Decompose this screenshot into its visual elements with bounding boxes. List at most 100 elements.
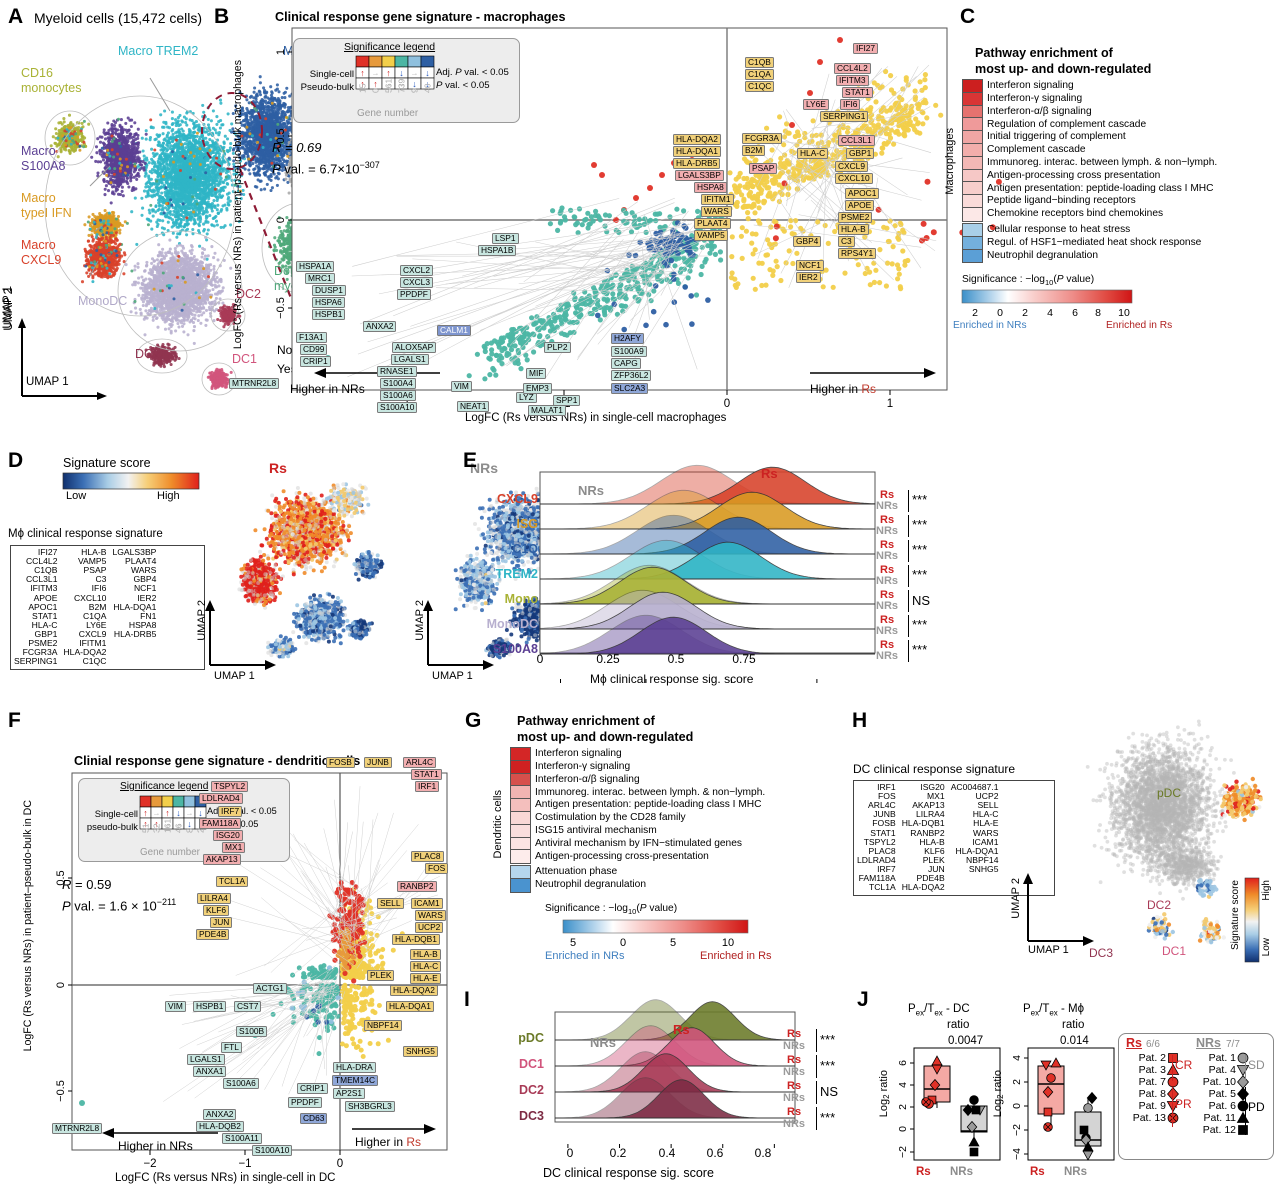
panel-a-letter: A bbox=[8, 6, 23, 28]
pathway-row: Interferon signaling bbox=[962, 79, 1217, 94]
sig-legend-note2-b: P val. < 0.05 bbox=[436, 80, 490, 91]
pathway-row: Neutrophil degranulation bbox=[962, 248, 1201, 264]
gene-cell: APOC1 bbox=[11, 602, 60, 612]
gene-label: NCF1 bbox=[796, 255, 824, 273]
gene-cell: HLA-DQB1 bbox=[899, 819, 948, 828]
gene-row: APOC1 B2M HLA-DQA1 bbox=[11, 602, 159, 612]
gene-label: CCL3L1 bbox=[838, 130, 875, 148]
gene-label: LGALS1 bbox=[187, 1049, 225, 1067]
gene-cell: C1QB bbox=[11, 566, 60, 575]
panel-h-score-title: Signature score bbox=[1230, 880, 1241, 950]
pathway-color-swatch bbox=[510, 877, 531, 893]
pathway-label: Immunoreg. interac. between lymph. & non… bbox=[987, 157, 1217, 169]
panel-f-x-axis-label: LogFC (Rs versus NRs) in single-cell in … bbox=[115, 1172, 335, 1184]
pathway-row: Peptide ligand−binding receptors bbox=[962, 194, 1217, 209]
panel-j-chart2-group-rs: Rs bbox=[1030, 1166, 1045, 1178]
patient-label: Pat. 9 bbox=[1124, 1100, 1166, 1112]
panel-e-nrs-tag: NRs bbox=[876, 600, 898, 612]
gene-label: CXCL2 bbox=[400, 260, 433, 278]
cluster-label-cd16-1: CD16 bbox=[21, 66, 53, 80]
gene-label: CRIP1 bbox=[300, 351, 331, 369]
panel-g-group-label: Dendritic cells bbox=[492, 790, 504, 858]
gene-label: WARS bbox=[415, 905, 446, 923]
panel-e-rs-tag: Rs bbox=[880, 539, 894, 551]
gene-cell: JUN bbox=[899, 864, 948, 874]
panel-c-scale-title: Significance : −log10(P value) bbox=[962, 274, 1094, 287]
gene-cell: HLA-C bbox=[11, 620, 60, 630]
panel-j-legend-box bbox=[1118, 1033, 1274, 1160]
panel-i-row-label: pDC bbox=[492, 1031, 544, 1045]
gene-row: C1QB PSAP WARS bbox=[11, 566, 159, 575]
gene-label: HLA-C bbox=[797, 143, 829, 161]
panel-h-axes bbox=[1010, 865, 1120, 965]
panel-f-stat-p: P val. = 1.6 × 10−211 bbox=[62, 897, 176, 913]
panel-e-row-label: CXCL9 bbox=[466, 492, 538, 506]
panel-i-significance: *** bbox=[820, 1110, 835, 1125]
patient-label: Pat. 11 bbox=[1194, 1112, 1237, 1124]
patient-label: Pat. 5 bbox=[1194, 1088, 1236, 1100]
gene-label: PPDPF bbox=[288, 1092, 322, 1110]
gene-label: MTRNR2L8 bbox=[229, 373, 280, 391]
gene-cell: WARS bbox=[948, 828, 1002, 838]
gene-cell: PDE4B bbox=[899, 873, 948, 883]
gene-label: S100A11 bbox=[222, 1128, 262, 1146]
panel-j-chart1-subtitle: ratio bbox=[947, 1019, 969, 1031]
panel-j-chart1-pvalue: 0.0047 bbox=[948, 1035, 983, 1047]
pathway-row: Antigen presentation: peptide-loading cl… bbox=[962, 181, 1217, 197]
gene-label: HLA-DQA1 bbox=[673, 141, 721, 159]
panel-i-sig-rule bbox=[816, 1029, 817, 1052]
gene-cell: HLA-E bbox=[948, 819, 1002, 828]
patient-legend-item: Pat. 6 bbox=[1194, 1100, 1250, 1112]
panel-i-nrs-tag: NRs bbox=[783, 1118, 805, 1130]
gene-label: LGALS3BP bbox=[675, 165, 724, 183]
pathway-row: Complement cascade bbox=[962, 142, 1217, 158]
gene-label: CD63 bbox=[300, 1108, 328, 1126]
gene-label: HLA-DQA1 bbox=[386, 996, 434, 1014]
panel-e-x-tick: 0.25 bbox=[594, 652, 622, 666]
panel-h-cluster-dc3: DC3 bbox=[1089, 946, 1113, 960]
gene-cell: PLEK bbox=[899, 855, 948, 865]
gene-label: CRIP1 bbox=[297, 1078, 328, 1096]
panel-e-nrs-label: NRs bbox=[578, 483, 604, 498]
panel-i-sig-rule bbox=[816, 1107, 817, 1130]
pathway-label: Initial triggering of complement bbox=[987, 131, 1126, 143]
gene-cell: FAM118A bbox=[854, 873, 899, 883]
panel-j-chart1-ylabel: Log2 ratio bbox=[878, 1070, 891, 1117]
gene-cell: FOSB bbox=[854, 819, 899, 828]
panel-b-stat-p: P val. = 6.7×10−307 bbox=[272, 160, 380, 176]
pathway-row: Regul. of HSF1−mediated heat shock respo… bbox=[962, 235, 1201, 251]
patient-marker bbox=[1167, 1076, 1179, 1088]
gene-label: KLF6 bbox=[203, 900, 230, 918]
gene-row: APOE CXCL10 IER2 bbox=[11, 593, 159, 603]
patient-marker bbox=[1237, 1087, 1249, 1101]
gene-label: PDE4B bbox=[196, 924, 230, 942]
gene-label: JUN bbox=[210, 912, 233, 930]
panel-e-sig-rule bbox=[908, 590, 909, 612]
gene-cell: NCF1 bbox=[109, 584, 159, 593]
cluster-label-s100a8-1: Macro bbox=[21, 144, 56, 158]
panel-e-nrs-tag: NRs bbox=[876, 625, 898, 637]
panel-j-legend-pr-rule bbox=[1172, 1087, 1173, 1127]
panel-f-letter: F bbox=[8, 710, 21, 732]
panel-g-scale-title: Significance : −log10(P value) bbox=[545, 903, 677, 916]
gene-cell: AKAP13 bbox=[899, 801, 948, 810]
panel-e-row-label: MonoDC bbox=[466, 617, 538, 631]
panel-f-y-axis-label: LogFC (Rs versus NRs) in patient–pseudo-… bbox=[22, 800, 34, 1051]
pathway-label: Attenuation phase bbox=[535, 866, 617, 878]
pathway-row: Immunoreg. interac. between lymph. & non… bbox=[962, 155, 1217, 171]
patient-legend-item: Pat. 12 bbox=[1194, 1124, 1250, 1136]
gene-cell: GBP1 bbox=[11, 629, 60, 639]
gene-label: S100A6 bbox=[380, 385, 416, 403]
patient-legend-item: Pat. 5 bbox=[1194, 1087, 1250, 1101]
cluster-label-trem2: Macro TREM2 bbox=[118, 44, 198, 58]
gene-cell: PLAC8 bbox=[854, 846, 899, 856]
panel-g-down-pathways: Attenuation phase Neutrophil degranulatio… bbox=[510, 865, 646, 893]
patient-legend-item: Pat. 4 bbox=[1194, 1064, 1250, 1077]
panel-j-legend-pd-rule bbox=[1245, 1087, 1246, 1135]
cluster-label-cxcl9-2: CXCL9 bbox=[21, 253, 61, 267]
gene-label: FOSB bbox=[326, 752, 355, 770]
panel-d-umap-rs bbox=[200, 470, 440, 690]
gene-label: S100A9 bbox=[611, 341, 647, 359]
panel-i-nrs-tag: NRs bbox=[783, 1092, 805, 1104]
